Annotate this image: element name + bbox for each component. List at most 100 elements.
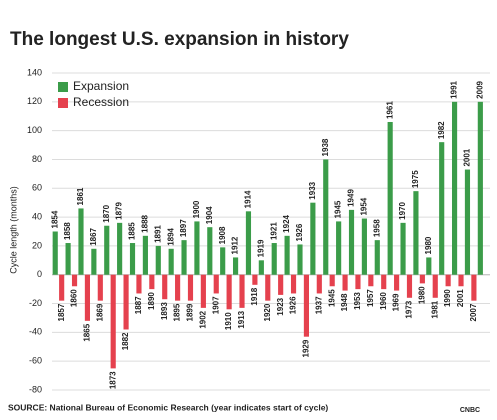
bar [329, 274, 335, 287]
bar-label: 1945 [327, 289, 336, 307]
bar-label: 1948 [340, 293, 349, 311]
chart-title: The longest U.S. expansion in history [10, 29, 349, 50]
bar [336, 221, 342, 275]
bar [168, 248, 174, 275]
bar [123, 274, 129, 330]
bar-label: 1954 [360, 197, 369, 215]
bar-label: 1920 [263, 303, 272, 321]
bar [194, 221, 200, 275]
bar [303, 274, 310, 337]
bar [348, 209, 355, 275]
bar-label: 1854 [50, 210, 59, 228]
bar-label: 1867 [89, 227, 98, 245]
bar [406, 274, 413, 298]
bar-label: 1891 [153, 225, 162, 243]
y-tick-label: -40 [29, 327, 42, 337]
bar [284, 235, 290, 275]
bar [323, 159, 329, 275]
bar [78, 208, 84, 275]
bar [400, 222, 406, 275]
bar-label: 1933 [308, 181, 317, 199]
bar-label: 1907 [211, 296, 220, 314]
bar-label: 1858 [63, 222, 72, 240]
y-tick-label: 60 [32, 183, 42, 193]
bar [207, 227, 213, 275]
y-tick-label: 40 [32, 211, 42, 221]
y-tick-label: 100 [27, 125, 42, 135]
bar-label: 1861 [76, 187, 85, 205]
bar [149, 274, 155, 290]
bar [129, 243, 136, 275]
bar-label: 1958 [372, 219, 381, 237]
bar [426, 257, 432, 275]
bar-label: 1969 [392, 293, 401, 311]
bar [226, 274, 232, 310]
bar-label: 1857 [57, 303, 66, 321]
bar [258, 260, 264, 275]
bar-label: 1908 [218, 226, 227, 244]
bar [265, 274, 271, 301]
y-tick-label: -20 [29, 298, 42, 308]
bar [451, 101, 458, 275]
bar-label: 1914 [244, 190, 253, 208]
bar [471, 274, 477, 301]
bar-label: 2007 [469, 303, 478, 321]
bar [297, 244, 303, 275]
bar-label: 1924 [282, 214, 291, 232]
bar-label: 1913 [237, 310, 246, 328]
bar-label: 1937 [314, 296, 323, 314]
legend-label: Expansion [73, 79, 129, 93]
bar [142, 235, 148, 275]
bar [381, 274, 387, 290]
bar-label: 1929 [302, 339, 311, 357]
bar [104, 225, 110, 275]
bar-label: 1902 [198, 310, 207, 328]
bar [361, 218, 367, 275]
bar-label: 1945 [334, 200, 343, 218]
bar [175, 274, 181, 301]
bar-label: 1960 [379, 292, 388, 310]
bar [52, 231, 58, 275]
bar-label: 1873 [108, 371, 117, 389]
bar [136, 274, 142, 294]
bar-label: 1865 [83, 323, 92, 341]
bar [181, 240, 187, 275]
bar [239, 274, 245, 308]
bar-label: 1910 [224, 312, 233, 330]
bar [419, 274, 425, 284]
bar-label: 1888 [141, 214, 150, 232]
bar-label: 1980 [417, 286, 426, 304]
bar [59, 274, 65, 301]
logo: CNBC [460, 407, 480, 414]
bar [394, 274, 400, 291]
bar [445, 274, 451, 287]
y-tick-label: 140 [27, 67, 42, 77]
bar [310, 202, 316, 275]
bar [439, 142, 445, 275]
bar [252, 274, 258, 285]
bar-label: 1961 [385, 101, 394, 119]
bar [374, 240, 380, 275]
bar-label: 1885 [128, 222, 137, 240]
y-tick-label: 120 [27, 96, 42, 106]
y-axis-label: Cycle length (months) [8, 186, 18, 274]
bar [290, 274, 297, 294]
bar-label: 1919 [256, 239, 265, 257]
bar [110, 274, 116, 369]
bar-label: 1904 [205, 206, 214, 224]
bar-label: 1926 [295, 223, 304, 241]
legend-swatch [58, 82, 68, 92]
bar [271, 243, 277, 275]
bar-label: 1869 [95, 303, 104, 321]
bar-label: 1893 [160, 302, 169, 320]
bar-label: 1970 [398, 202, 407, 220]
bar [278, 274, 284, 295]
bar [162, 274, 168, 300]
bar [368, 274, 374, 287]
bar-label: 1938 [321, 138, 330, 156]
bar-label: 1870 [102, 204, 111, 222]
bar [387, 121, 393, 275]
legend-swatch [58, 98, 68, 108]
y-tick-label: 80 [32, 154, 42, 164]
bar-label: 1957 [366, 289, 375, 307]
